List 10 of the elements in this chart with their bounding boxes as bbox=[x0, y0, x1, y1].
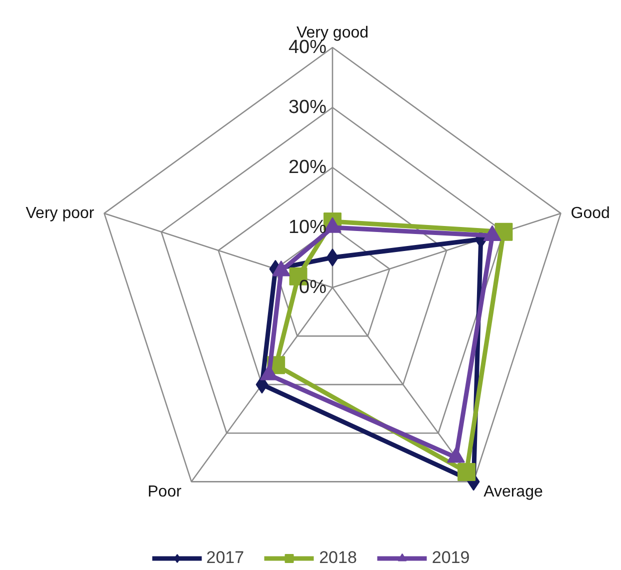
legend-label: 2017 bbox=[206, 548, 244, 568]
legend-label: 2019 bbox=[432, 548, 470, 568]
spoke-label: Good bbox=[570, 204, 610, 222]
legend-label: 2018 bbox=[319, 548, 357, 568]
spoke-label: Poor bbox=[148, 484, 182, 501]
y-tick-label: 20% bbox=[288, 157, 327, 178]
spoke-label: Very poor bbox=[26, 204, 95, 222]
y-tick-label: 0% bbox=[299, 277, 327, 298]
y-tick-label: 30% bbox=[288, 97, 327, 118]
spoke-label: Average bbox=[484, 484, 543, 501]
